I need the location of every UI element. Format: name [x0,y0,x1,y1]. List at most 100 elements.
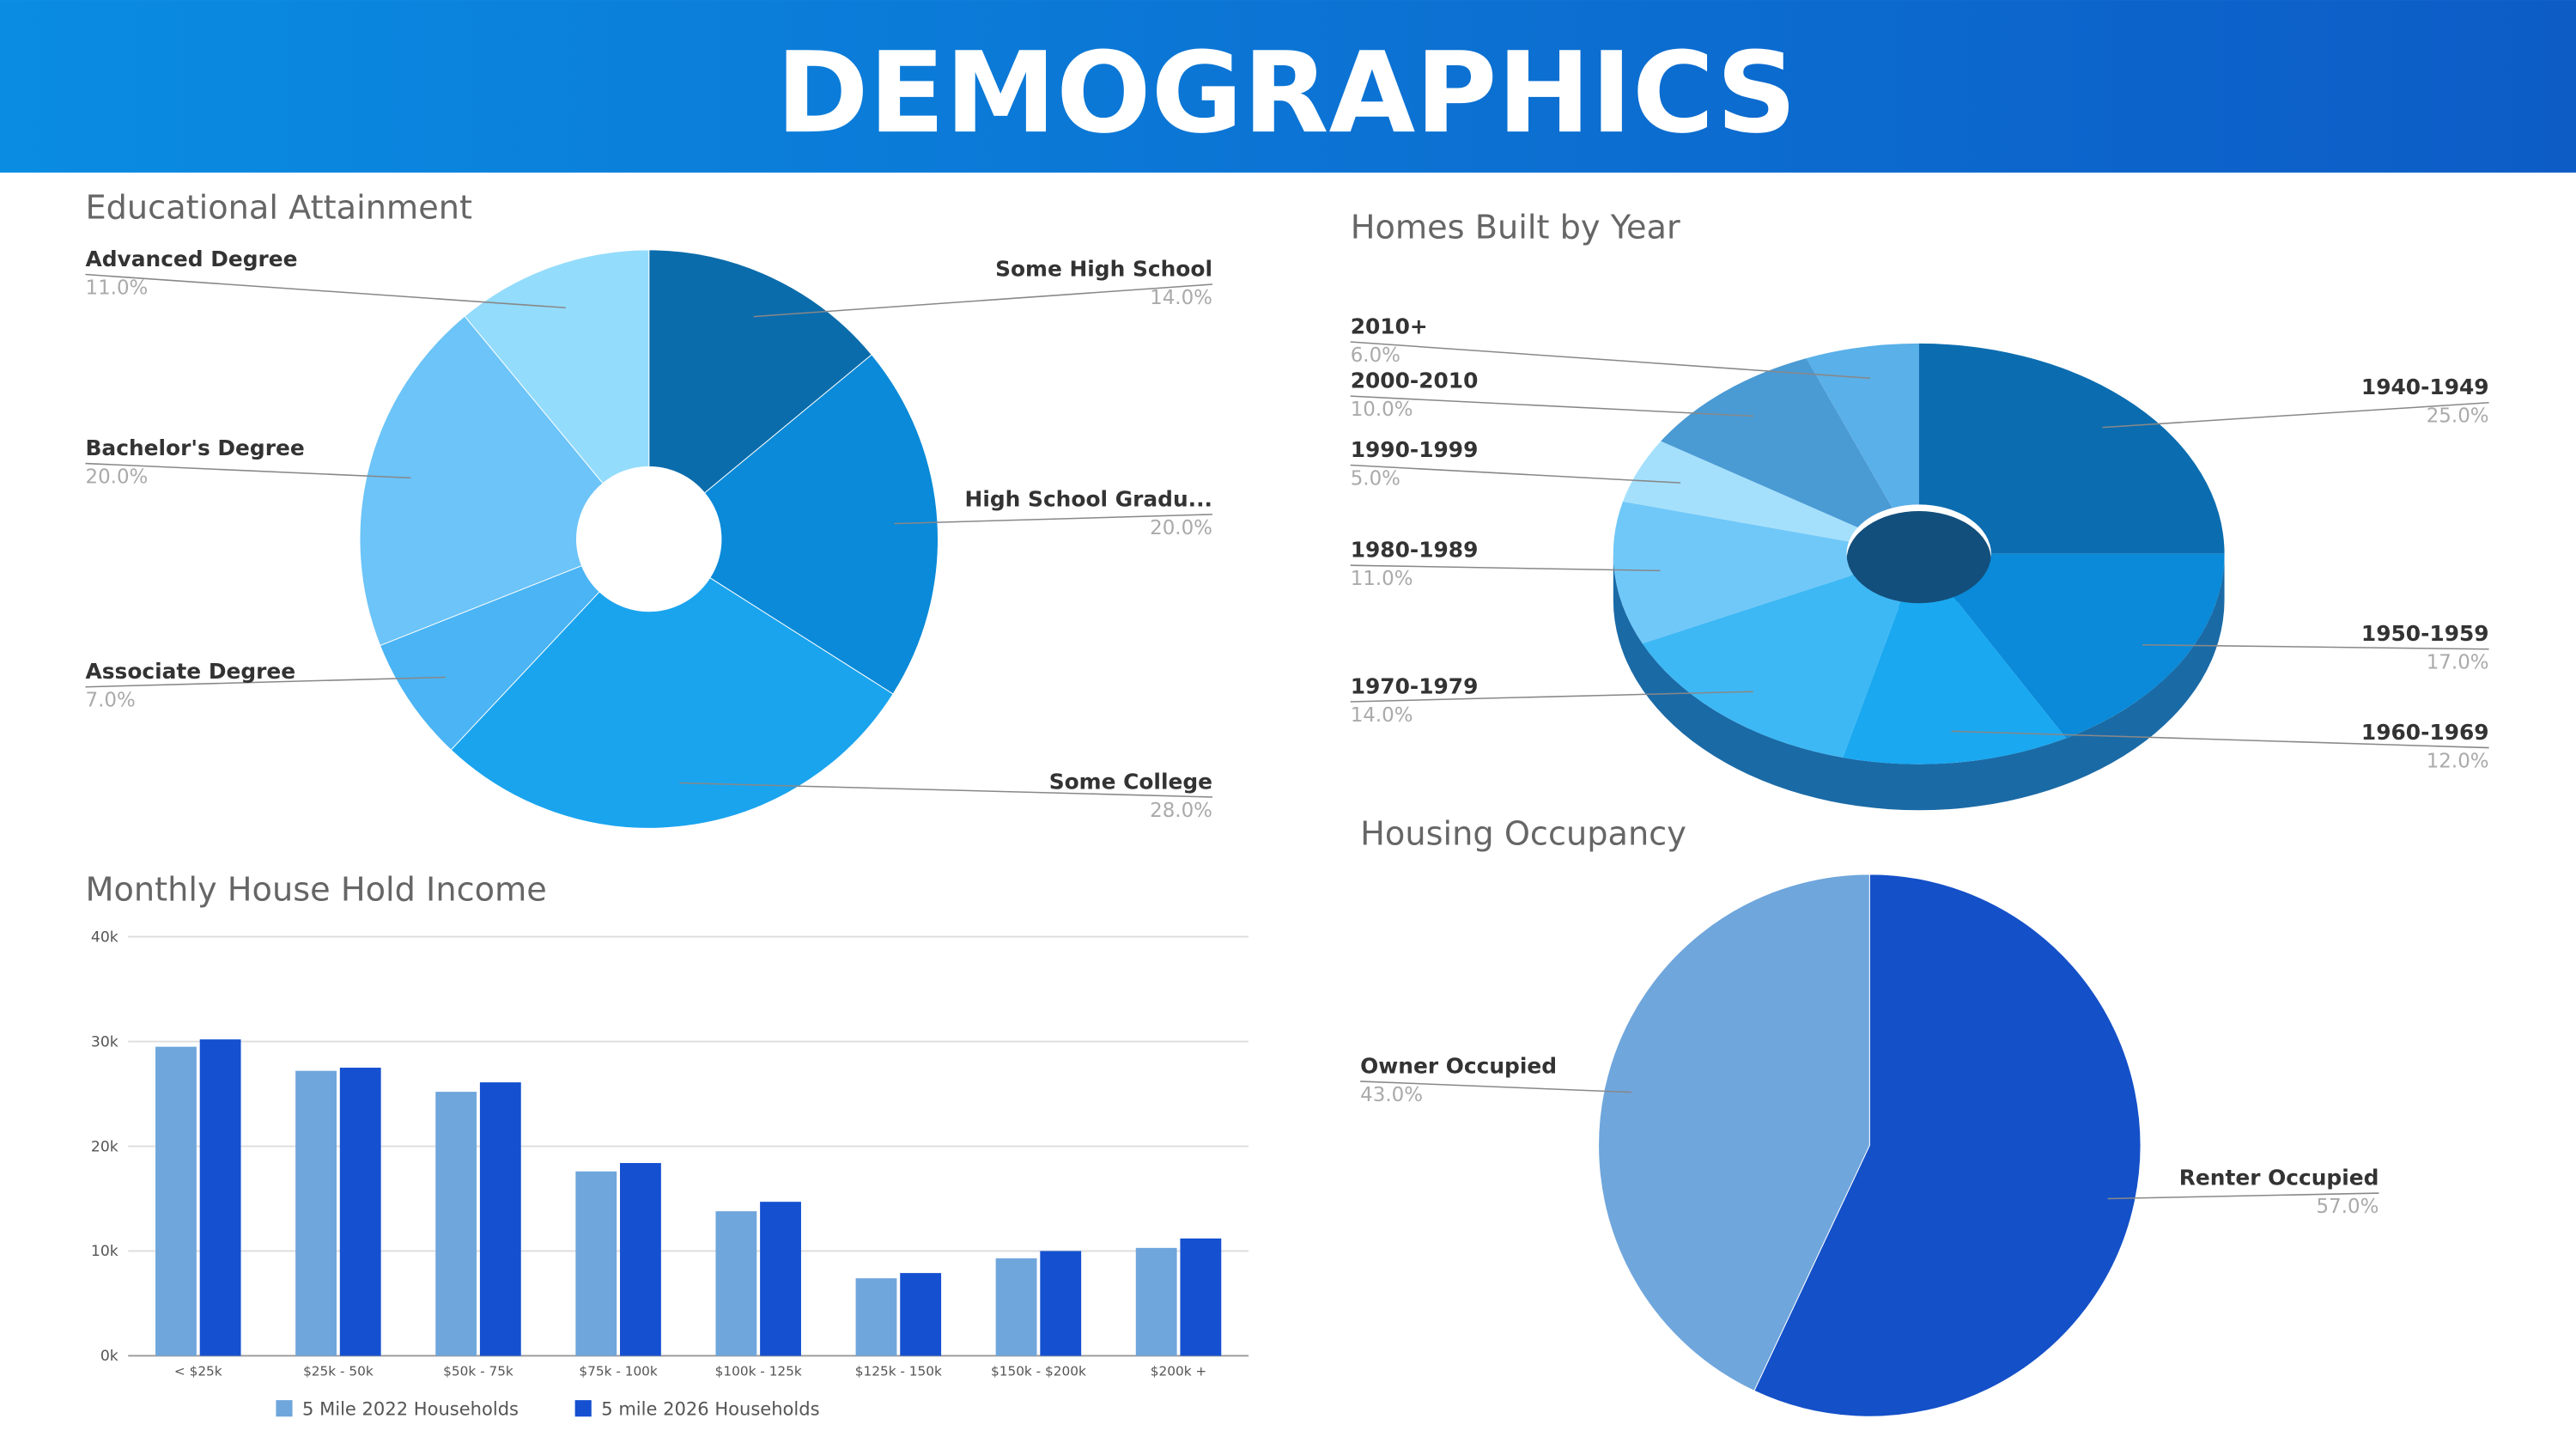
legend-label: 5 Mile 2022 Households [302,1397,519,1419]
slice-label: Advanced Degree [85,247,297,271]
leader-line [1350,341,1871,380]
pie-slice [1918,343,2225,554]
slice-label: 1950-1959 [2361,621,2489,646]
slice-label: Renter Occupied [2179,1165,2379,1190]
pie-slice [703,354,939,695]
x-tick-label: $100k - 125k [715,1363,802,1379]
slice-value: 6.0% [1351,344,1400,367]
pie-slice [1598,874,1870,1391]
pie-slice [1753,874,2142,1417]
leader-line [2102,402,2489,429]
y-tick-label: 10k [91,1243,118,1260]
slice-label: Bachelor's Degree [85,435,304,460]
x-tick-label: $25k - 50k [303,1363,374,1379]
slice-label: 1970-1979 [1351,673,1479,698]
y-tick-label: 40k [91,929,118,946]
y-tick-label: 0k [100,1348,118,1365]
pie-slice [1642,575,1901,758]
legend-label: 5 mile 2026 Households [601,1397,819,1419]
pie-slice [359,315,604,647]
pie-slice [1953,553,2225,739]
x-tick-label: $75k - 100k [579,1363,657,1379]
slice-value: 7.0% [85,690,135,712]
bar [620,1163,661,1356]
x-tick-label: $125k - 150k [855,1363,942,1379]
x-tick-label: $200k + [1151,1363,1206,1379]
pie-side [1613,553,2225,811]
leader-line [1360,1081,1632,1093]
slice-value: 20.0% [85,466,148,489]
slice-value: 43.0% [1360,1084,1423,1106]
chart-title: Housing Occupancy [1360,814,1686,853]
slice-label: 1990-1999 [1351,437,1479,462]
y-tick-label: 30k [91,1033,118,1050]
leader-line [2142,643,2489,650]
slice-label: 2000-2010 [1351,368,1479,393]
bar [995,1258,1037,1356]
bar [155,1046,197,1356]
slice-label: 1940-1949 [2361,374,2489,399]
slice-label: Associate Degree [85,659,295,684]
bar [199,1039,241,1356]
bar [1040,1251,1082,1356]
legend-swatch [574,1400,592,1417]
bar [435,1092,477,1356]
slice-label: Owner Occupied [1360,1053,1557,1078]
pie-slice [450,577,894,829]
slice-value: 5.0% [1351,467,1400,490]
leader-line [1951,730,2489,749]
x-tick-label: $50k - 75k [443,1363,513,1379]
slice-value: 17.0% [2427,652,2489,674]
pie-slice [1806,343,1919,508]
header-bar [0,0,2576,173]
bar [479,1082,521,1356]
leader-line [1350,564,1661,572]
slice-value: 14.0% [1150,287,1212,309]
legend-swatch [276,1400,293,1417]
pie-slice [1613,501,1854,644]
slice-value: 20.0% [1150,517,1212,539]
page-title: DEMOGRAPHICS [776,27,1797,158]
x-tick-label: < $25k [174,1363,222,1379]
bar [339,1068,381,1356]
pie-slice [380,564,600,751]
slice-value: 14.0% [1351,704,1413,727]
bar [1180,1238,1222,1356]
slice-value: 11.0% [85,277,148,299]
bar [900,1273,942,1356]
slice-label: 1960-1969 [2361,720,2489,745]
pie-slice [1843,597,2067,764]
chart-title: Educational Attainment [85,188,471,227]
leader-line [85,273,566,309]
slice-value: 11.0% [1351,568,1413,590]
bar [715,1211,757,1356]
leader-line [1350,691,1753,703]
pie-slice [1623,441,1858,542]
slice-value: 28.0% [1150,800,1212,822]
bar [760,1202,801,1356]
bar [1135,1247,1177,1356]
leader-line [2107,1192,2379,1200]
y-tick-label: 20k [91,1138,118,1155]
pie-slice [648,249,872,494]
slice-value: 12.0% [2427,751,2489,773]
slice-label: Some High School [995,256,1212,281]
leader-line [85,462,411,479]
x-tick-label: $150k - $200k [991,1363,1086,1379]
slice-label: 1980-1989 [1351,538,1479,563]
bar [575,1171,617,1356]
bar [295,1070,337,1356]
slice-label: 2010+ [1351,314,1428,338]
slice-label: High School Gradu... [965,486,1212,511]
leader-line [1350,395,1753,417]
bar [855,1278,897,1356]
pie-hole [1846,511,1991,610]
chart-title: Monthly House Hold Income [85,870,546,909]
pie-slice [464,249,650,484]
slice-value: 25.0% [2427,405,2489,428]
slice-value: 10.0% [1351,399,1413,421]
leader-line [753,283,1213,318]
leader-line [894,514,1213,525]
pie-slice [1661,358,1893,528]
